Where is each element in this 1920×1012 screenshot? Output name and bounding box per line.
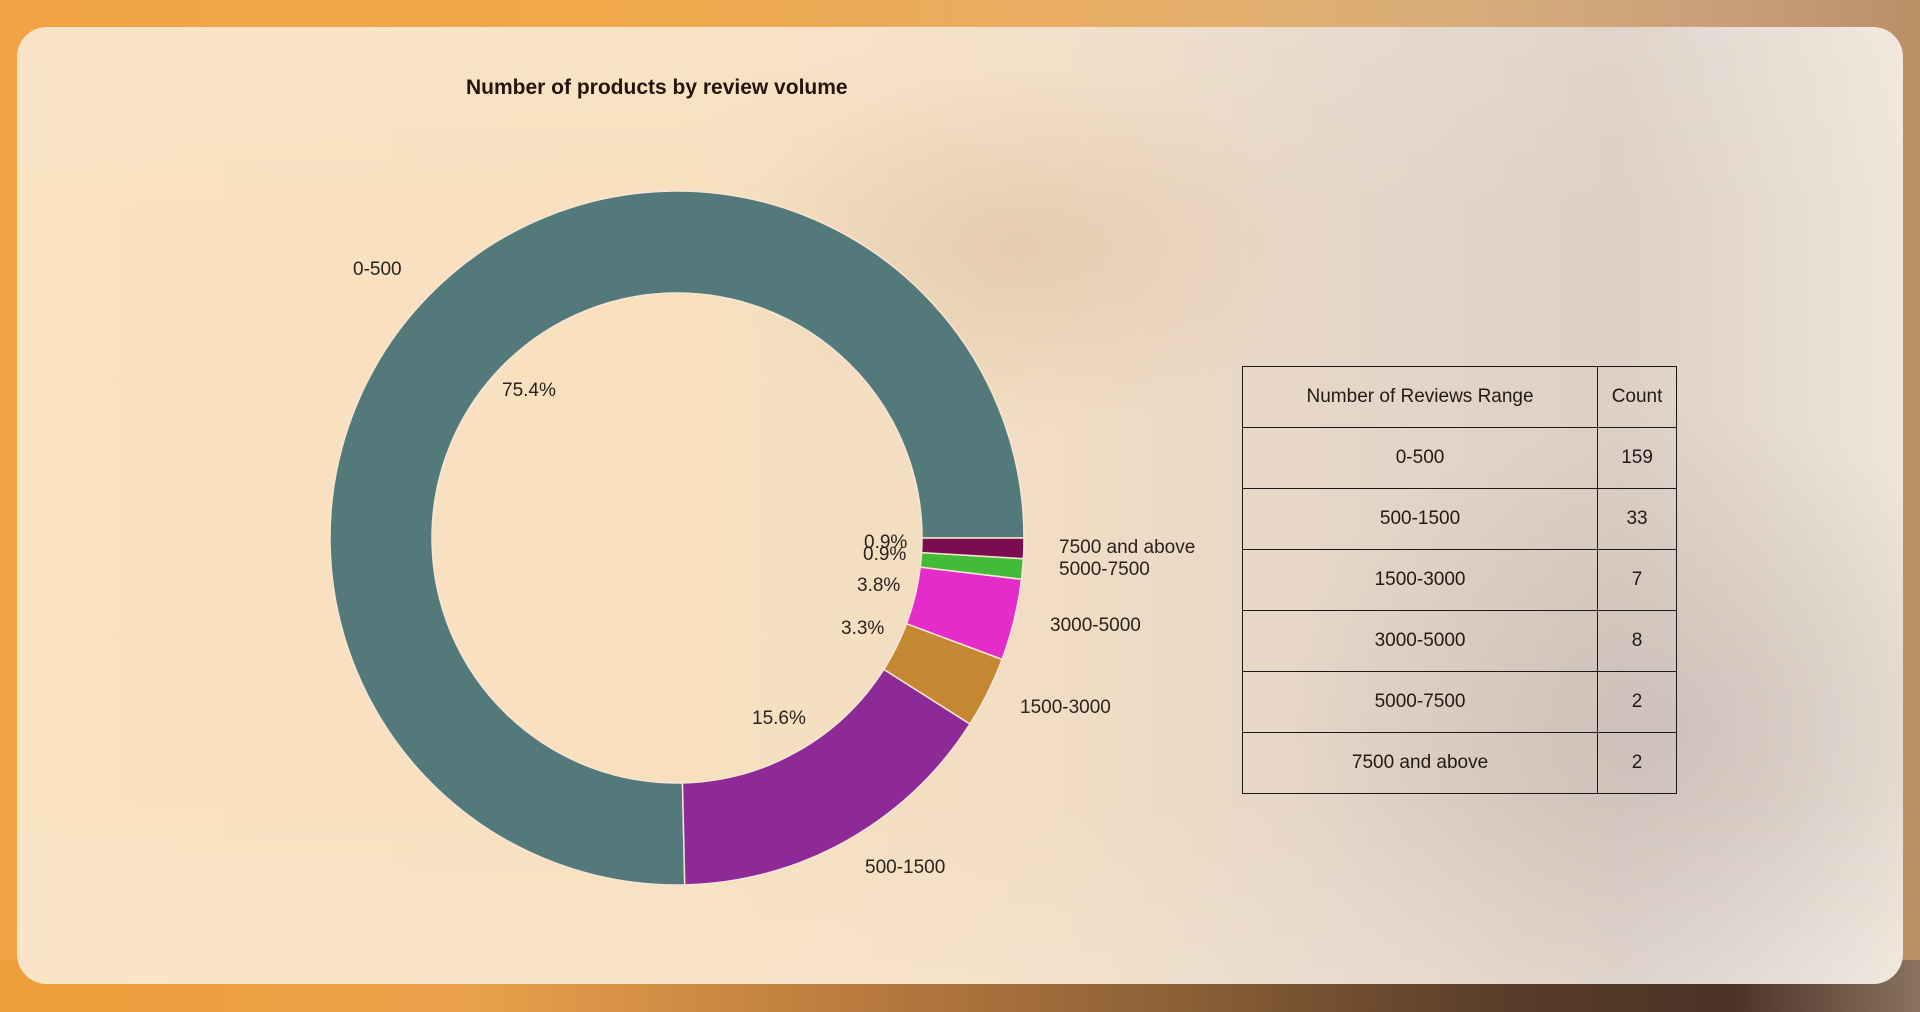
header-count: Count — [1597, 366, 1677, 428]
pct-label-500-1500: 15.6% — [752, 708, 806, 729]
slice-label-3000-5000: 3000-5000 — [1050, 615, 1141, 636]
donut-slices — [329, 190, 1025, 886]
cell-count: 2 — [1597, 671, 1677, 733]
cell-count: 8 — [1597, 610, 1677, 672]
table-row: 3000-5000 8 — [1241, 610, 1677, 672]
table-row: 7500 and above 2 — [1241, 732, 1677, 794]
pct-label-0-500: 75.4% — [502, 380, 556, 401]
cell-range: 5000-7500 — [1241, 671, 1599, 733]
slice-label-7500-above: 7500 and above — [1059, 537, 1196, 558]
chart-title: Number of products by review volume — [466, 76, 848, 99]
review-range-table: Number of Reviews Range Count 0-500 159 … — [1241, 366, 1677, 794]
table-row: 0-500 159 — [1241, 427, 1677, 489]
header-range: Number of Reviews Range — [1241, 366, 1599, 428]
table-row: 1500-3000 7 — [1241, 549, 1677, 611]
cell-range: 3000-5000 — [1241, 610, 1599, 672]
pct-label-1500-3000: 3.3% — [841, 618, 885, 639]
donut-slice-0-500 — [329, 190, 1025, 886]
cell-count: 2 — [1597, 732, 1677, 794]
cell-count: 7 — [1597, 549, 1677, 611]
cell-range: 500-1500 — [1241, 488, 1599, 550]
table-row: 5000-7500 2 — [1241, 671, 1677, 733]
slice-label-500-1500: 500-1500 — [865, 857, 946, 878]
pct-label-5000-7500: 0.9% — [863, 544, 907, 565]
cell-range: 1500-3000 — [1241, 549, 1599, 611]
cell-range: 7500 and above — [1241, 732, 1599, 794]
cell-count: 33 — [1597, 488, 1677, 550]
donut-slice-7500-and-above — [920, 537, 1025, 560]
slice-label-0-500: 0-500 — [353, 259, 402, 280]
cell-range: 0-500 — [1241, 427, 1599, 489]
pct-label-7500-above: 0.9% — [864, 532, 908, 553]
slice-label-1500-3000: 1500-3000 — [1020, 697, 1111, 718]
table-row: 500-1500 33 — [1241, 488, 1677, 550]
pct-label-3000-5000: 3.8% — [857, 575, 901, 596]
table-header-row: Number of Reviews Range Count — [1241, 366, 1677, 428]
slice-label-5000-7500: 5000-7500 — [1059, 559, 1150, 580]
donut-slice-500-1500 — [681, 668, 971, 886]
cell-count: 159 — [1597, 427, 1677, 489]
